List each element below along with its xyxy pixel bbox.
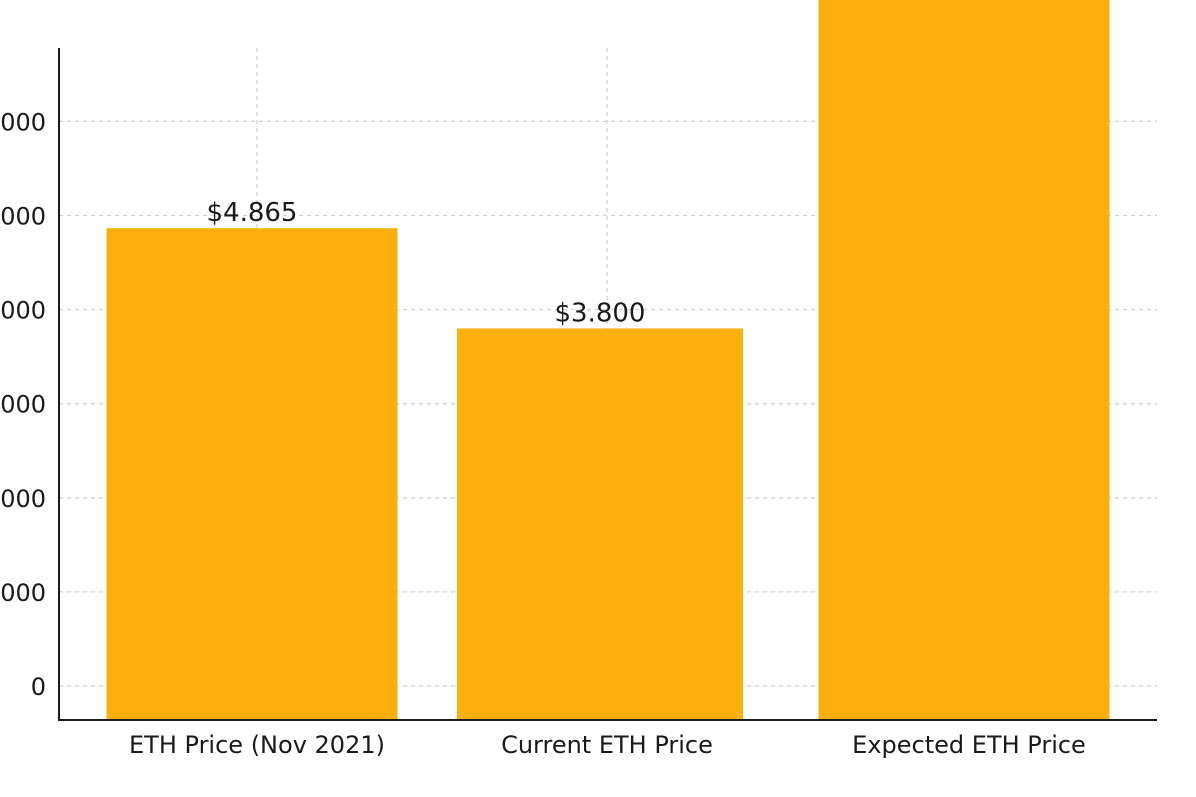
bar (457, 328, 743, 720)
y-tick-label: 0 (31, 673, 46, 701)
bar (818, 0, 1110, 721)
y-tick-label: 000 (0, 108, 46, 136)
x-category-label: Expected ETH Price (852, 731, 1086, 759)
x-category-label: ETH Price (Nov 2021) (129, 731, 385, 759)
y-tick-label: 000 (0, 579, 46, 607)
axis-layer (58, 48, 1157, 721)
bar-value-label: $4.865 (207, 198, 298, 228)
bar-value-label: $3.800 (555, 298, 646, 328)
y-tick-label: 000 (0, 485, 46, 513)
y-tick-label: 000 (0, 297, 46, 325)
bar (106, 228, 398, 721)
bar-layer (106, 0, 1110, 721)
y-tick-label: 000 (0, 203, 46, 231)
x-category-label: Current ETH Price (501, 731, 713, 759)
y-tick-label: 000 (0, 391, 46, 419)
